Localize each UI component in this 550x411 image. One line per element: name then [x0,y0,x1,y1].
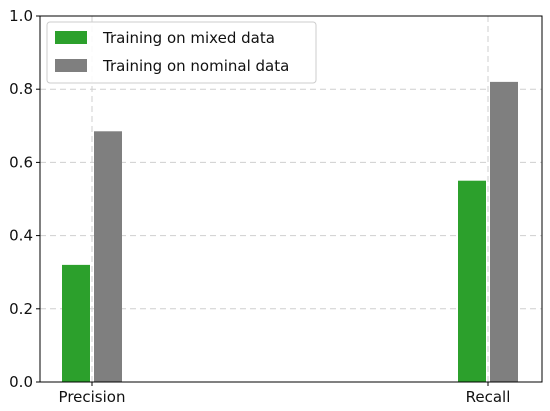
legend-box [46,21,317,84]
bar-mixed-recall [458,180,486,382]
y-tick-label: 0.6 [9,153,33,171]
x-axis: Precision Recall [59,382,511,406]
y-tick-label: 1.0 [9,7,33,25]
legend-swatch-mixed [55,31,87,44]
bar-nominal-recall [490,81,518,382]
y-tick-label: 0.2 [9,300,33,318]
grid-lines [40,16,542,382]
legend-label-mixed: Training on mixed data [102,29,275,47]
legend-label-nominal: Training on nominal data [102,57,289,75]
legend-swatch-nominal [55,59,87,72]
y-tick-label: 0.0 [9,373,33,391]
y-tick-label: 0.8 [9,80,33,98]
bars [62,81,518,382]
bar-nominal-precision [94,131,122,382]
y-axis: 0.0 0.2 0.4 0.6 0.8 1.0 [9,7,40,391]
x-tick-label-precision: Precision [59,388,126,406]
legend: Training on mixed data Training on nomin… [46,21,317,84]
x-tick-label-recall: Recall [466,388,511,406]
y-tick-label: 0.4 [9,227,33,245]
plot-frame [39,15,543,383]
bar-mixed-precision [62,264,90,382]
